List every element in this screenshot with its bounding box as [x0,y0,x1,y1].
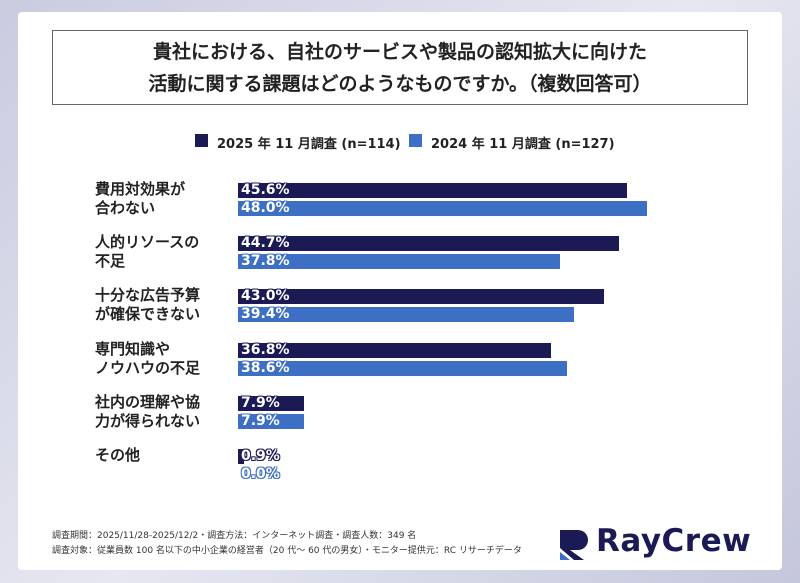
category-label: 人的リソースの 不足 [95,233,200,271]
value-label: 38.6% [241,359,290,376]
bar [237,306,575,324]
bar [237,235,620,253]
bar [237,448,245,465]
value-label: 39.4% [241,306,290,323]
value-label: 37.8% [241,253,290,270]
bar [237,359,568,377]
legend-label: 2025 年 11 月調査 (n=114) [217,137,401,152]
value-label: 0.0% [241,466,280,482]
legend-label: 2024 年 11 月調査 (n=127) [431,137,615,152]
legend-swatch [195,134,208,147]
category-label: 十分な広告予算 が確保できない [95,286,201,324]
bar [237,182,628,199]
value-label: 7.9% [241,412,280,429]
brand-name: RayCrew [596,523,752,559]
chart-title: 貴社における、自社のサービスや製品の認知拡大に向けた 活動に関する課題はどのよう… [52,30,748,105]
bar [237,394,305,412]
bar [237,412,305,430]
category-label: 費用対効果が 合わない [95,180,186,217]
bar [237,288,606,306]
bar [237,341,553,359]
legend-swatch [409,134,422,147]
category-label: その他 [95,446,141,464]
bar [237,466,239,483]
category-label: 社内の理解や協 力が得られない [95,392,201,430]
bar [237,200,649,217]
value-label: 0.9% [241,448,280,464]
bar [237,253,561,271]
brand-logo [560,530,588,560]
value-label: 7.9% [241,394,280,411]
category-label: 専門知識や ノウハウの不足 [95,339,201,377]
value-label: 48.0% [241,200,290,216]
footnote: 調査期間：2025/11/28-2025/12/2・調査方法：インターネット調査… [52,531,417,541]
footnote: 調査対象：従業員数 100 名以下の中小企業の経営者（20 代〜 60 代の男女… [52,546,522,556]
value-label: 44.7% [241,235,290,252]
value-label: 36.8% [241,341,290,358]
value-label: 43.0% [241,288,290,305]
value-label: 45.6% [241,182,290,198]
